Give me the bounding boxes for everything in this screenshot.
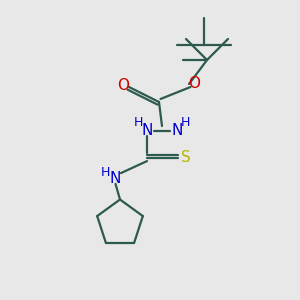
Text: H: H xyxy=(134,116,143,129)
Text: N: N xyxy=(141,123,153,138)
Text: H: H xyxy=(181,116,190,129)
Text: N: N xyxy=(171,123,183,138)
Text: O: O xyxy=(118,78,130,93)
Text: O: O xyxy=(188,76,200,92)
Text: H: H xyxy=(100,166,110,179)
Text: N: N xyxy=(110,171,121,186)
Text: S: S xyxy=(181,150,191,165)
